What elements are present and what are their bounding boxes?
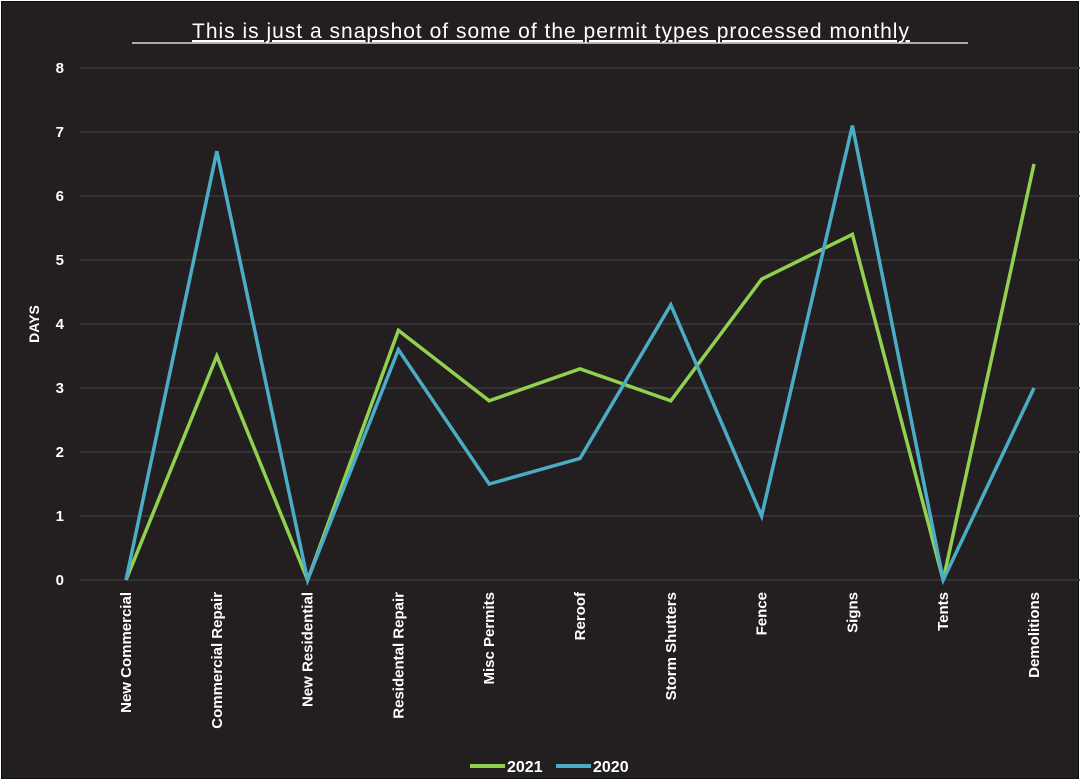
x-tick-label: Commercial Repair (209, 592, 226, 729)
x-tick-label: Storm Shutters (663, 592, 680, 700)
legend-label-2021: 2021 (507, 759, 543, 776)
legend-label-2020: 2020 (593, 759, 629, 776)
y-axis-ticks: 0 1 2 3 4 5 6 7 8 (56, 60, 65, 589)
series-lines (124, 125, 1036, 587)
y-axis-title: DAYS (26, 305, 42, 343)
x-tick-label: Misc Permits (481, 592, 498, 685)
x-tick-label: Tents (935, 592, 952, 631)
y-tick-label: 6 (56, 188, 64, 205)
y-tick-label: 5 (56, 252, 64, 269)
y-tick-label: 2 (56, 444, 64, 461)
x-axis-ticks: New Commercial Commercial Repair New Resid… (118, 591, 1043, 729)
y-tick-label: 1 (56, 508, 64, 525)
x-tick-label: New Commercial (118, 592, 135, 713)
x-tick-label: New Residential (300, 592, 317, 707)
y-tick-label: 4 (56, 316, 65, 333)
y-tick-label: 7 (56, 124, 64, 141)
x-tick-label: Signs (844, 592, 861, 633)
x-tick-label: Demolitions (1026, 592, 1043, 678)
series-line-2020 (124, 125, 1036, 587)
chart-title: This is just a snapshot of some of the p… (192, 20, 910, 43)
legend: 2021 2020 (470, 759, 629, 776)
y-tick-label: 3 (56, 380, 64, 397)
x-tick-label: Reroof (572, 591, 589, 640)
x-tick-label: Residental Repair (390, 592, 407, 719)
y-tick-label: 0 (56, 572, 64, 589)
x-tick-label: Fence (754, 592, 771, 635)
gridlines (80, 67, 1080, 581)
y-tick-label: 8 (56, 60, 64, 77)
